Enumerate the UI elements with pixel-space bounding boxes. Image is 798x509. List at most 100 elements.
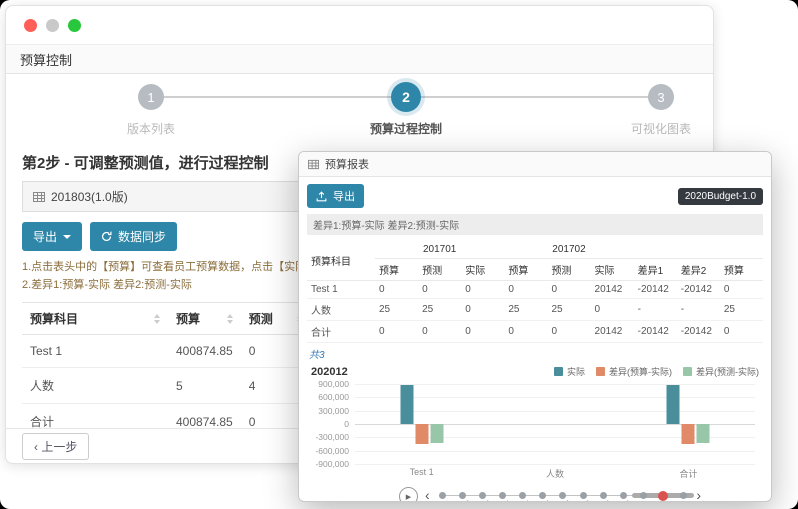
toolbar: 导出 数据同步 [22,222,697,251]
chart-plot [355,384,755,465]
value-cell: -20142 [676,320,720,343]
table-icon [308,159,319,169]
zoom-button[interactable] [68,18,81,32]
value-cell: 5 [168,367,241,405]
export-label: 导出 [33,230,58,244]
column-label: 预测 [248,312,273,327]
timeline-dot[interactable] [439,492,447,499]
report-column-header-7[interactable]: 差异2 [676,258,720,281]
bar-group [534,384,577,464]
timeline-label: 202007 [554,500,572,501]
timeline-item: 汇总 [677,490,689,501]
value-cell: 25 [375,298,419,321]
legend-swatch [596,367,605,376]
timeline-item: 202001 [433,490,452,501]
timeline-prev-icon[interactable]: ‹ [425,487,430,502]
report-header: 预算报表 [299,152,771,177]
report-column-header-5[interactable]: 实际 [590,258,634,281]
report-column-header-3[interactable]: 预算 [504,258,548,281]
main-column-header-0[interactable]: 预算科目 [22,302,168,336]
timeline-dot[interactable] [658,490,669,501]
step-3-circle[interactable]: 3 [648,84,674,110]
period-group-header-2 [633,241,720,259]
timeline-label: 202010 [614,500,632,501]
period-group-header-1: 201702 [504,241,634,259]
bar-group [400,384,444,464]
main-column-header-1[interactable]: 预算 [168,302,241,336]
y-tick-label: -300,000 [315,432,349,443]
report-window: 预算报表 导出 2020Budget-1.0 差异1:预算-实际 差异2:预测-… [298,151,772,502]
bar [666,385,680,424]
value-cell: 25 [547,298,591,321]
timeline-label: 202008 [574,500,592,501]
close-button[interactable] [24,18,37,32]
legend-item[interactable]: 差异(预算-实际) [596,365,672,378]
timeline-item: 202004 [494,490,512,501]
value-cell: 20142 [590,280,634,299]
timeline-next-icon[interactable]: › [696,487,701,502]
timeline-dot[interactable] [559,492,567,499]
gridline [355,464,755,465]
play-button[interactable]: ▶ [399,487,418,501]
gridline [355,410,755,412]
timeline-dot[interactable] [479,492,487,499]
report-column-header-1[interactable]: 预测 [418,258,462,281]
timeline: ▶ ‹ 202001202002202003202004202005202006… [399,487,701,502]
report-column-header-4[interactable]: 预测 [547,258,591,281]
step-2-number: 2 [402,89,410,105]
value-cell: - [633,298,677,321]
timeline-dot[interactable] [579,492,587,499]
y-tick-label: -600,000 [315,445,349,456]
timeline-item: 202012 [657,490,669,501]
titlebar [6,6,713,44]
value-cell: 20142 [590,320,634,343]
chart-title: 202012 [311,365,348,378]
data-sync-button[interactable]: 数据同步 [90,222,178,251]
report-column-header-2[interactable]: 实际 [461,258,505,281]
report-export-button[interactable]: 导出 [307,184,364,208]
timeline-label: 202011 [634,500,652,501]
report-column-header-0[interactable]: 预算 [375,258,419,281]
timeline-dot[interactable] [599,492,607,499]
gridline [355,397,755,399]
timeline-item: 202009 [594,490,612,501]
legend-item[interactable]: 差异(预测-实际) [683,365,759,378]
y-tick-label: 300,000 [318,405,349,416]
step-2-circle[interactable]: 2 [391,82,421,112]
timeline-dot[interactable] [679,492,687,499]
report-table: 预算科目 201701 201702 预算 预测 实际 预算 预测 实际 差异1 差异2 预算 Test… [307,241,763,343]
value-cell: 0 [375,320,419,343]
value-cell: 0 [461,298,505,321]
timeline-dot[interactable] [619,492,627,499]
sync-label: 数据同步 [118,230,167,244]
timeline-label: 202002 [454,500,472,501]
timeline-label: 202009 [594,500,612,501]
bar [430,424,444,444]
main-table: 预算科目 预算 预测 Test 1 400874.85 0 人数 5 4 合计 400874.85 0 [22,302,311,441]
timeline-dot[interactable] [459,492,467,499]
report-title: 预算报表 [325,159,369,171]
export-button[interactable]: 导出 [22,222,83,251]
legend-item[interactable]: 实际 [553,365,585,378]
value-cell: 400874.85 [168,334,241,369]
value-cell: 0 [504,320,548,343]
step-3-label: 可视化图表 [630,122,692,136]
timeline-dot[interactable] [639,492,647,499]
value-cell: -20142 [633,280,677,299]
step-2-label: 预算过程控制 [369,122,443,136]
previous-step-button[interactable]: ‹ 上一步 [22,432,90,460]
y-tick-label: 600,000 [318,392,349,403]
value-cell: 0 [418,280,462,299]
y-tick-label: 900,000 [318,379,349,389]
minimize-button[interactable] [46,18,59,32]
timeline-dot[interactable] [499,492,507,499]
app-header: 预算控制 [6,44,713,74]
timeline-item: 202006 [534,490,552,501]
step-1-circle[interactable]: 1 [138,84,164,110]
report-column-header-6[interactable]: 差异1 [633,258,677,281]
timeline-dot[interactable] [539,492,547,499]
bar [696,424,710,444]
report-column-header-8[interactable]: 预算 [719,258,763,281]
timeline-dot[interactable] [519,492,527,499]
